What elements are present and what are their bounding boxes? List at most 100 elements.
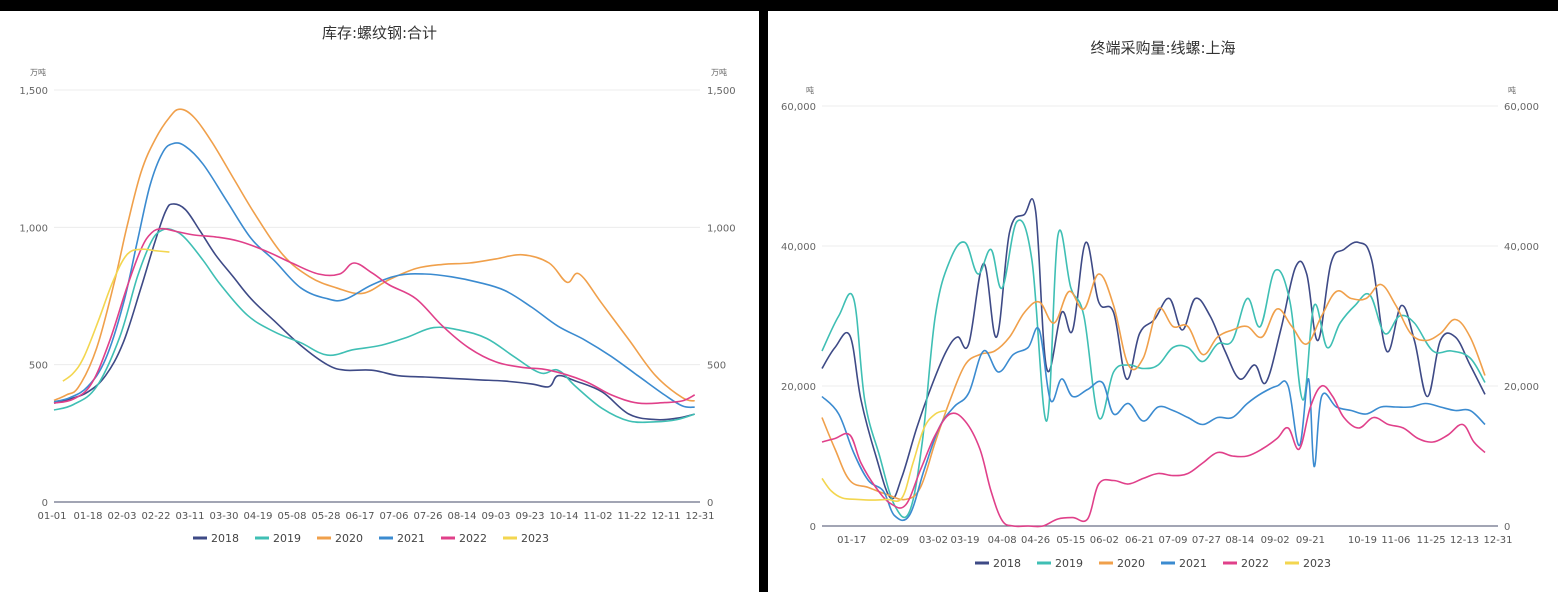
x-tick-label: 11-22 — [617, 511, 646, 522]
legend-label: 2023 — [521, 532, 549, 545]
x-tick-label: 12-31 — [1483, 535, 1512, 546]
x-tick-label: 09-23 — [515, 511, 544, 522]
x-tick-label: 10-19 — [1348, 535, 1377, 546]
y-axis-unit-left: 吨 — [806, 85, 814, 95]
x-tick-label: 02-09 — [880, 535, 909, 546]
y-tick-label-left: 1,500 — [19, 86, 48, 97]
legend-item-2019[interactable]: 2019 — [1037, 557, 1083, 570]
x-tick-label: 10-14 — [549, 511, 578, 522]
series-line-2019 — [53, 227, 695, 424]
series-line-2021 — [53, 142, 695, 409]
legend-label: 2018 — [211, 532, 239, 545]
x-tick-label: 12-31 — [685, 511, 714, 522]
series-line-2018 — [821, 198, 1486, 500]
legend-item-2022[interactable]: 2022 — [1223, 557, 1269, 570]
x-tick-label: 03-11 — [175, 511, 204, 522]
chart-panel-steel-inventory: 库存:螺纹钢:合计 0 0 500 500 1,000 1,000 1,500 1,500 万吨… — [0, 11, 759, 592]
x-tick-label: 06-02 — [1090, 535, 1119, 546]
y-tick-label-right: 0 — [1504, 522, 1510, 533]
x-tick-label: 05-28 — [311, 511, 340, 522]
y-tick-label-right: 500 — [707, 361, 726, 372]
x-tick-label: 11-06 — [1381, 535, 1410, 546]
x-tick-label: 01-01 — [37, 511, 66, 522]
x-tick-label: 02-03 — [107, 511, 136, 522]
x-tick-label: 03-19 — [950, 535, 979, 546]
y-tick-label-right: 1,000 — [707, 223, 736, 234]
legend-label: 2021 — [397, 532, 425, 545]
series-line-2023 — [821, 409, 947, 503]
y-tick-label-left: 0 — [810, 522, 816, 533]
legend-item-2019[interactable]: 2019 — [255, 532, 301, 545]
legend-label: 2019 — [1055, 557, 1083, 570]
series-line-2019 — [821, 219, 1486, 519]
x-tick-label: 03-30 — [209, 511, 238, 522]
x-tick-label: 03-02 — [919, 535, 948, 546]
x-tick-label: 08-14 — [1225, 535, 1254, 546]
legend-item-2018[interactable]: 2018 — [193, 532, 239, 545]
chart-title: 终端采购量:线螺:上海 — [1090, 39, 1236, 57]
x-tick-label: 05-08 — [277, 511, 306, 522]
x-tick-label: 05-15 — [1056, 535, 1085, 546]
y-axis-unit-right: 吨 — [1508, 85, 1516, 95]
x-tick-label: 06-17 — [345, 511, 374, 522]
x-tick-label: 11-02 — [583, 511, 612, 522]
x-tick-label: 04-26 — [1021, 535, 1050, 546]
y-tick-label-right: 0 — [707, 498, 713, 509]
legend-label: 2021 — [1179, 557, 1207, 570]
y-axis-unit-left: 万吨 — [30, 67, 46, 77]
x-tick-label: 08-14 — [447, 511, 476, 522]
x-tick-label: 07-06 — [379, 511, 408, 522]
series-line-2018 — [53, 203, 695, 421]
legend-label: 2020 — [335, 532, 363, 545]
x-tick-label: 04-08 — [988, 535, 1017, 546]
x-tick-label: 04-19 — [243, 511, 272, 522]
x-tick-label: 07-26 — [413, 511, 442, 522]
x-tick-label: 06-21 — [1125, 535, 1154, 546]
x-tick-label: 12-13 — [1450, 535, 1479, 546]
x-tick-label: 11-25 — [1417, 535, 1446, 546]
chart-steel-inventory: 0 0 500 500 1,000 1,000 1,500 1,500 万吨 万吨 01-01 01-… — [19, 67, 736, 545]
x-tick-label: 12-11 — [651, 511, 680, 522]
y-axis-unit-right: 万吨 — [711, 67, 727, 77]
legend-item-2023[interactable]: 2023 — [1285, 557, 1331, 570]
y-tick-label-right: 60,000 — [1504, 102, 1539, 113]
legend-item-2020[interactable]: 2020 — [317, 532, 363, 545]
y-tick-label-right: 20,000 — [1504, 382, 1539, 393]
x-tick-label: 01-18 — [73, 511, 102, 522]
legend-item-2021[interactable]: 2021 — [379, 532, 425, 545]
legend-item-2021[interactable]: 2021 — [1161, 557, 1207, 570]
y-tick-label-left: 1,000 — [19, 223, 48, 234]
chart-panel-terminal-purchase: 终端采购量:线螺:上海 0 0 20,000 20,000 40,000 40,000 60… — [768, 11, 1558, 592]
legend-label: 2022 — [459, 532, 487, 545]
series-line-2020 — [821, 273, 1486, 501]
x-tick-label: 01-17 — [837, 535, 866, 546]
legend-label: 2023 — [1303, 557, 1331, 570]
x-tick-label: 07-09 — [1158, 535, 1187, 546]
legend-label: 2018 — [993, 557, 1021, 570]
series-line-2022 — [821, 384, 1486, 528]
legend-item-2018[interactable]: 2018 — [975, 557, 1021, 570]
y-tick-label-left: 40,000 — [781, 242, 816, 253]
x-tick-label: 09-21 — [1296, 535, 1325, 546]
legend-label: 2022 — [1241, 557, 1269, 570]
series-line-2021 — [821, 327, 1486, 522]
x-tick-label: 02-22 — [141, 511, 170, 522]
chart-terminal-purchase: 0 0 20,000 20,000 40,000 40,000 60,000 60,000 吨 吨… — [781, 85, 1539, 570]
series-line-2020 — [53, 108, 695, 402]
y-tick-label-left: 500 — [29, 361, 48, 372]
x-tick-label: 09-02 — [1261, 535, 1290, 546]
x-tick-label: 09-03 — [481, 511, 510, 522]
series-line-2023 — [62, 248, 170, 382]
legend-item-2023[interactable]: 2023 — [503, 532, 549, 545]
x-tick-label: 07-27 — [1192, 535, 1221, 546]
legend-item-2020[interactable]: 2020 — [1099, 557, 1145, 570]
legend-item-2022[interactable]: 2022 — [441, 532, 487, 545]
y-tick-label-right: 1,500 — [707, 86, 736, 97]
y-tick-label-left: 20,000 — [781, 382, 816, 393]
legend-label: 2019 — [273, 532, 301, 545]
y-tick-label-left: 60,000 — [781, 102, 816, 113]
chart-title: 库存:螺纹钢:合计 — [321, 24, 438, 42]
legend-label: 2020 — [1117, 557, 1145, 570]
y-tick-label-right: 40,000 — [1504, 242, 1539, 253]
y-tick-label-left: 0 — [42, 498, 48, 509]
